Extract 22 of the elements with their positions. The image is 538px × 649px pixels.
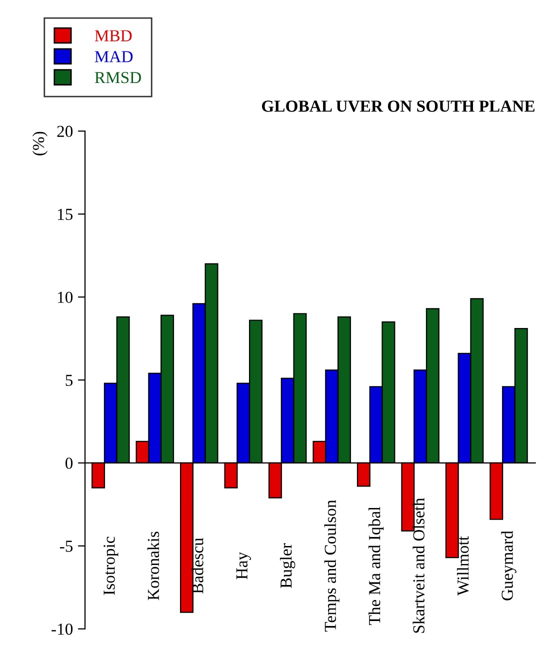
x-tick-label: Koronakis: [147, 532, 160, 600]
y-tick-label: 5: [66, 374, 73, 386]
legend-label: RMSD: [94, 72, 141, 84]
y-tick-label: 0: [66, 458, 73, 469]
x-tick-label: Temps and Coulson: [324, 500, 340, 632]
x-tick-label: Willmott: [456, 536, 469, 596]
x-tick-label: Gueymard: [501, 530, 516, 600]
x-tick-label: Badescu: [192, 538, 204, 594]
x-tick-label: Skartveit and Olseth: [412, 498, 424, 633]
y-tick-label: -10: [52, 624, 73, 635]
legend-label: MAD: [94, 51, 133, 62]
y-tick-label: -5: [60, 540, 73, 552]
y-tick-label: 15: [58, 208, 73, 220]
x-tick-label: Hay: [236, 552, 251, 580]
y-tick-label: 20: [57, 126, 73, 138]
chart-title: GLOBAL UVER ON SOUTH PLANE: [262, 100, 534, 112]
x-tick-label: Bugler: [280, 543, 296, 588]
x-tick-label: Isotropic: [104, 536, 118, 595]
x-tick-label: The Ma and Iqbal: [368, 506, 384, 625]
y-axis-title: (%): [32, 132, 48, 156]
legend-label: MBD: [94, 30, 132, 42]
y-tick-label: 10: [58, 292, 73, 303]
